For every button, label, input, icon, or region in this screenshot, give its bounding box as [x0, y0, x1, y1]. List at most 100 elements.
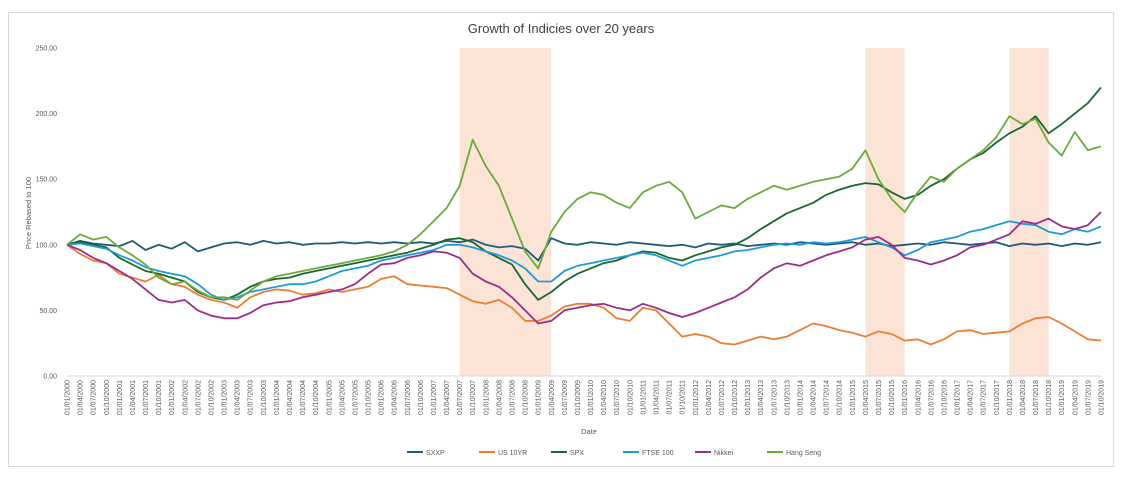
- x-tick-label: 01/01/2012: [693, 380, 700, 415]
- x-tick-label: 01/04/2006: [392, 380, 399, 415]
- x-tick-label: 01/10/2015: [889, 380, 896, 415]
- y-tick-label: 150.00: [36, 177, 58, 184]
- y-tick-label: 0.00: [43, 374, 57, 381]
- x-tick-label: 01/01/2000: [65, 380, 72, 415]
- x-tick-label: 01/01/2003: [222, 380, 229, 415]
- legend-label: Nikkei: [714, 450, 734, 457]
- x-tick-label: 01/10/2006: [418, 380, 425, 415]
- x-tick-label: 01/01/2008: [483, 380, 490, 415]
- shaded-region-1: [459, 48, 552, 376]
- x-tick-label: 01/04/2015: [863, 380, 870, 415]
- x-tick-label: 01/01/2007: [431, 380, 438, 415]
- y-axis-title: Price Rebased to 100: [24, 177, 33, 249]
- legend-label: SPX: [570, 450, 584, 457]
- x-tick-label: 01/04/2017: [968, 380, 975, 415]
- x-tick-label: 01/04/2014: [811, 380, 818, 415]
- x-tick-label: 01/01/2018: [1007, 380, 1014, 415]
- x-tick-label: 01/07/2004: [300, 380, 307, 415]
- x-tick-label: 01/10/2011: [680, 380, 687, 415]
- x-tick-label: 01/10/2007: [470, 380, 477, 415]
- x-tick-label: 01/04/2018: [1020, 380, 1027, 415]
- y-tick-label: 100.00: [36, 242, 58, 249]
- x-tick-label: 01/07/2007: [457, 380, 464, 415]
- x-tick-label: 01/04/2007: [444, 380, 451, 415]
- x-tick-label: 01/10/2002: [208, 380, 215, 415]
- shaded-region-3: [1009, 48, 1049, 376]
- x-tick-label: 01/01/2019: [1059, 380, 1066, 415]
- x-tick-label: 01/10/2004: [313, 380, 320, 415]
- legend: SXXP US 10YR SPX FTSE 100 Nikkei Hang Seng: [407, 450, 821, 457]
- series-line-spx: [66, 86, 1102, 301]
- x-tick-label: 01/01/2017: [955, 380, 962, 415]
- x-tick-label: 01/07/2001: [143, 380, 150, 415]
- x-tick-label: 01/07/2016: [928, 380, 935, 415]
- x-tick-label: 01/07/2013: [771, 380, 778, 415]
- x-tick-label: 01/04/2000: [78, 380, 85, 415]
- x-tick-label: 01/04/2010: [601, 380, 608, 415]
- x-tick-label: 01/10/2008: [523, 380, 530, 415]
- x-axis-title: Date: [581, 427, 597, 436]
- x-tick-label: 01/07/2003: [248, 380, 255, 415]
- x-tick-label: 01/07/2000: [91, 380, 98, 415]
- x-tick-label: 01/07/2019: [1085, 380, 1092, 415]
- x-tick-label: 01/01/2016: [902, 380, 909, 415]
- x-tick-label: 01/01/2002: [169, 380, 176, 415]
- x-tick-label: 01/04/2003: [235, 380, 242, 415]
- series-line-us-10yr: [66, 244, 1102, 346]
- series-line-nikkei: [66, 211, 1102, 325]
- x-tick-label: 01/01/2010: [588, 380, 595, 415]
- legend-label: FTSE 100: [642, 450, 674, 457]
- x-tick-label: 01/10/2019: [1099, 380, 1106, 415]
- series-line-hang-seng: [66, 115, 1102, 301]
- x-tick-label: 01/04/2004: [287, 380, 294, 415]
- chart-frame: Growth of Indicies over 20 years Price R…: [8, 12, 1114, 467]
- x-tick-label: 01/07/2014: [824, 380, 831, 415]
- shaded-region-2: [865, 48, 905, 376]
- series-line-sxxp: [66, 237, 1102, 262]
- x-tick-label: 01/04/2009: [549, 380, 556, 415]
- x-tick-label: 01/01/2014: [797, 380, 804, 415]
- x-tick-label: 01/04/2002: [182, 380, 189, 415]
- legend-label: SXXP: [426, 450, 445, 457]
- x-tick-label: 01/07/2010: [614, 380, 621, 415]
- y-tick-label: 200.00: [36, 111, 58, 118]
- x-tick-label: 01/04/2012: [706, 380, 713, 415]
- x-tick-label: 01/01/2001: [117, 380, 124, 415]
- x-tick-label: 01/01/2011: [640, 380, 647, 415]
- x-tick-label: 01/04/2001: [130, 380, 137, 415]
- x-tick-label: 01/07/2015: [876, 380, 883, 415]
- x-tick-label: 01/04/2011: [653, 380, 660, 415]
- chart-svg: Growth of Indicies over 20 years Price R…: [24, 21, 1106, 457]
- x-tick-label: 01/10/2000: [104, 380, 111, 415]
- x-tick-label: 01/10/2012: [732, 380, 739, 415]
- x-tick-label: 01/07/2012: [719, 380, 726, 415]
- x-tick-label: 01/04/2013: [758, 380, 765, 415]
- x-tick-label: 01/01/2009: [536, 380, 543, 415]
- x-tick-label: 01/10/2001: [156, 380, 163, 415]
- chart-title: Growth of Indicies over 20 years: [468, 21, 655, 36]
- x-tick-label: 01/01/2015: [850, 380, 857, 415]
- x-tick-label: 01/04/2016: [915, 380, 922, 415]
- series-lines: [66, 86, 1102, 346]
- x-tick-label: 01/04/2008: [496, 380, 503, 415]
- x-tick-label: 01/07/2017: [981, 380, 988, 415]
- x-tick-label: 01/01/2013: [745, 380, 752, 415]
- x-tick-label: 01/10/2010: [627, 380, 634, 415]
- x-tick-label: 01/04/2019: [1072, 380, 1079, 415]
- x-tick-label: 01/10/2003: [261, 380, 268, 415]
- legend-label: US 10YR: [498, 450, 527, 457]
- x-tick-label: 01/10/2017: [994, 380, 1001, 415]
- x-tick-label: 01/01/2005: [326, 380, 333, 415]
- x-tick-label: 01/07/2009: [562, 380, 569, 415]
- legend-label: Hang Seng: [786, 450, 821, 457]
- x-tick-label: 01/01/2004: [274, 380, 281, 415]
- x-tick-label: 01/10/2009: [575, 380, 582, 415]
- x-tick-label: 01/10/2016: [941, 380, 948, 415]
- x-tick-label: 01/01/2006: [379, 380, 386, 415]
- x-axis: 01/01/2000 01/04/2000 01/07/2000 01/10/2000…: [65, 380, 1106, 415]
- x-tick-label: 01/04/2005: [339, 380, 346, 415]
- y-tick-label: 250.00: [36, 46, 58, 53]
- x-tick-label: 01/07/2008: [510, 380, 517, 415]
- x-tick-label: 01/10/2013: [784, 380, 791, 415]
- x-tick-label: 01/07/2002: [195, 380, 202, 415]
